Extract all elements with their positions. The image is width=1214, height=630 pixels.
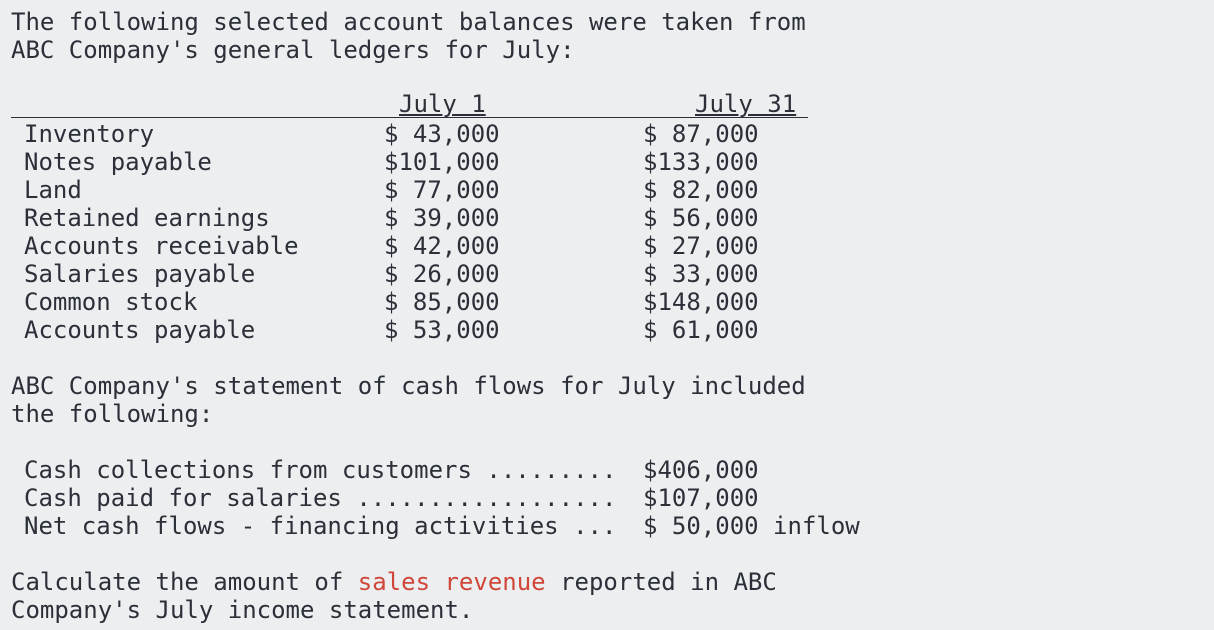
cash-flow-intro-line-1: ABC Company's statement of cash flows fo… (11, 372, 806, 400)
intro-line-1: The following selected account balances … (11, 8, 806, 36)
row-july31-value: $ 61,000 (643, 316, 759, 344)
row-july1-value: $ 53,000 (384, 316, 500, 344)
highlighted-term: sales revenue (357, 568, 546, 596)
row-label: Common stock (24, 288, 198, 316)
row-july1-value: $ 77,000 (384, 176, 500, 204)
row-july1-value: $ 43,000 (384, 120, 500, 148)
intro-line-2: ABC Company's general ledgers for July: (11, 36, 575, 64)
header-july-1: July 1 (399, 90, 486, 118)
row-july1-value: $ 85,000 (384, 288, 500, 316)
row-july1-value: $101,000 (384, 148, 500, 176)
row-july31-value: $ 56,000 (643, 204, 759, 232)
row-july31-value: $133,000 (643, 148, 759, 176)
cash-flow-label: Cash paid for salaries .................… (24, 484, 617, 512)
cash-flow-value: $107,000 (643, 484, 759, 512)
row-label: Accounts payable (24, 316, 256, 344)
row-july31-value: $148,000 (643, 288, 759, 316)
row-label: Notes payable (24, 148, 212, 176)
row-label: Inventory (24, 120, 155, 148)
row-july31-value: $ 87,000 (643, 120, 759, 148)
row-july31-value: $ 82,000 (643, 176, 759, 204)
question-text-after: reported in ABC (545, 568, 777, 596)
table-header-rule (11, 117, 808, 118)
cash-flow-value: $406,000 (643, 456, 759, 484)
cash-flow-value: $ 50,000 inflow (643, 512, 860, 540)
row-label: Accounts receivable (24, 232, 299, 260)
question-line-2: Company's July income statement. (11, 596, 474, 624)
question-text-before: Calculate the amount of (11, 568, 358, 596)
row-label: Salaries payable (24, 260, 256, 288)
row-label: Retained earnings (24, 204, 270, 232)
header-july-31: July 31 (695, 90, 797, 118)
row-july1-value: $ 26,000 (384, 260, 500, 288)
cash-flow-label: Cash collections from customers ........… (24, 456, 617, 484)
row-july31-value: $ 27,000 (643, 232, 759, 260)
row-july1-value: $ 42,000 (384, 232, 500, 260)
row-label: Land (24, 176, 82, 204)
row-july1-value: $ 39,000 (384, 204, 500, 232)
cash-flow-label: Net cash flows - financing activities ..… (24, 512, 617, 540)
cash-flow-intro-line-2: the following: (11, 400, 214, 428)
row-july31-value: $ 33,000 (643, 260, 759, 288)
question-line-1: Calculate the amount of sales revenue re… (11, 568, 777, 596)
